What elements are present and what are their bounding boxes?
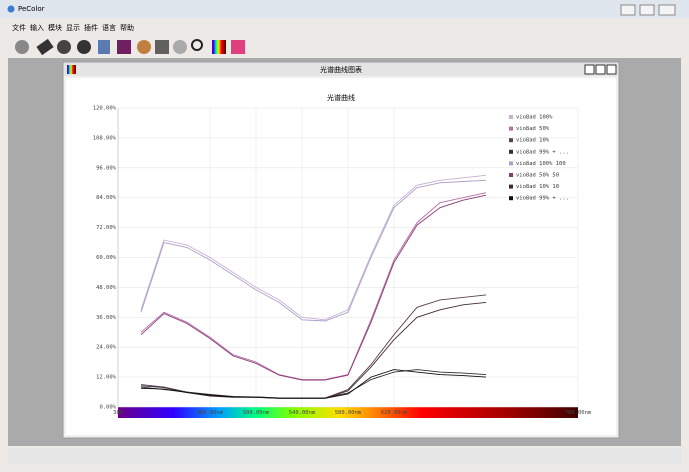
series-line	[140, 369, 487, 399]
legend-label: vio8ad 100%	[516, 115, 553, 121]
y-tick-label: 60.00%	[96, 255, 117, 261]
legend-swatch	[509, 126, 513, 131]
app-icon	[7, 5, 15, 13]
menu-item[interactable]: 插件	[84, 23, 98, 32]
legend-label: vio8ad 50%	[516, 126, 550, 132]
y-tick-label: 36.00%	[96, 315, 117, 321]
y-tick-label: 0.00%	[99, 405, 116, 411]
minimize-button[interactable]	[620, 4, 636, 16]
x-tick-label: 620.00nm	[381, 410, 408, 416]
legend-label: vio8ad 10%	[516, 138, 550, 144]
legend-label: vio8ad 50% 50	[516, 173, 559, 179]
chart-window-title-bar	[64, 63, 618, 76]
menu-item[interactable]: 帮助	[120, 23, 134, 32]
y-tick-label: 48.00%	[96, 285, 117, 291]
legend-swatch	[509, 138, 513, 143]
maximize-button[interactable]	[639, 4, 655, 16]
toolbar	[15, 38, 245, 56]
legend-swatch	[509, 173, 513, 177]
series-line	[140, 192, 487, 381]
tool-icon[interactable]	[173, 40, 187, 54]
maximize-button[interactable]	[595, 64, 606, 75]
menu-item[interactable]: 输入	[30, 23, 44, 32]
y-tick-label: 96.00%	[96, 165, 117, 171]
window-icon	[67, 65, 76, 74]
tool-icon[interactable]	[57, 40, 71, 54]
legend-swatch	[509, 184, 513, 189]
status-bar	[8, 448, 681, 464]
tool-icon[interactable]	[117, 40, 131, 54]
x-tick-label: 500.00nm	[243, 410, 270, 416]
menu-item[interactable]: 文件	[12, 23, 26, 32]
legend-swatch	[509, 149, 513, 154]
close-button[interactable]	[606, 64, 617, 75]
series-line	[140, 174, 487, 321]
close-button[interactable]	[658, 4, 676, 16]
legend-label: vio8ad 100% 100	[516, 161, 566, 167]
chart-title: 光谱曲线	[327, 93, 355, 102]
window-title: 光谱曲线图表	[320, 65, 362, 74]
y-tick-label: 108.00%	[93, 135, 117, 141]
y-tick-label: 12.00%	[96, 375, 117, 381]
x-tick-label: 580.00nm	[335, 410, 362, 416]
tool-icon[interactable]	[36, 38, 54, 56]
y-tick-label: 72.00%	[96, 225, 117, 231]
legend-swatch	[509, 161, 513, 166]
menu-item[interactable]: 显示	[66, 24, 80, 32]
legend-label: vio8ad 10% 10	[516, 184, 559, 190]
tool-icon[interactable]	[137, 40, 151, 54]
legend-label: vio8ad 99% + ...	[516, 149, 569, 155]
tool-icon[interactable]	[15, 40, 29, 54]
y-tick-label: 24.00%	[96, 345, 117, 351]
series-line	[140, 179, 487, 322]
minimize-button[interactable]	[584, 64, 595, 75]
legend-swatch	[509, 196, 513, 201]
tool-icon[interactable]	[98, 40, 110, 54]
y-tick-label: 84.00%	[96, 195, 117, 201]
app-title: PeColor	[18, 5, 45, 13]
legend-label: vio8ad 99% + ...	[516, 196, 569, 202]
series-line	[140, 194, 487, 381]
tool-icon[interactable]	[212, 40, 226, 54]
tool-icon[interactable]	[231, 40, 245, 54]
x-tick-label: 540.00nm	[289, 410, 316, 416]
x-tick-label: 780.00nm	[565, 410, 592, 416]
chart-area	[66, 78, 616, 435]
tool-icon[interactable]	[77, 40, 91, 54]
legend-swatch	[509, 115, 513, 119]
y-tick-label: 120.00%	[93, 106, 117, 112]
menu-bar: 文件 输入 模块 显示 插件 语言 帮助	[12, 23, 134, 32]
menu-item[interactable]: 模块	[48, 23, 62, 32]
tool-icon[interactable]	[155, 40, 169, 54]
spectrum-bar	[118, 407, 578, 418]
title-bar	[0, 0, 689, 18]
menu-item[interactable]: 语言	[102, 23, 116, 32]
x-tick-label: 460.00nm	[197, 410, 224, 416]
tool-icon[interactable]	[191, 39, 203, 51]
x-tick-label: 380	[113, 410, 123, 416]
